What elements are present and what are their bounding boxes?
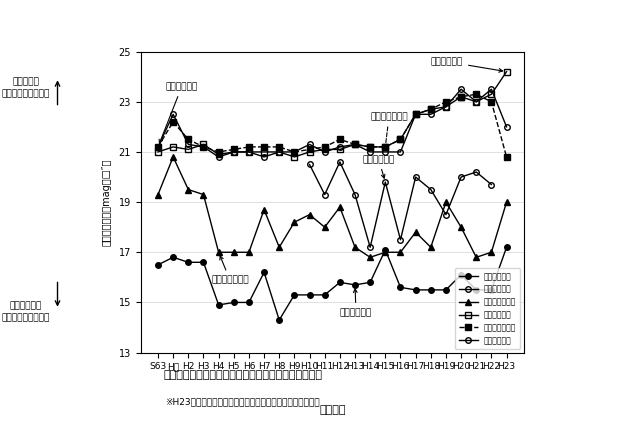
- Text: ※H23はデジタルカメラ写真の分析結果を掲載しています。: ※H23はデジタルカメラ写真の分析結果を掲載しています。: [166, 397, 320, 406]
- Legend: 東京都中野区, 静岡県浜松市, 神奈川県平塚市, 愛知県東栄町, 佐賀県伊万里市, 宮崎県都城市: 東京都中野区, 静岡県浜松市, 神奈川県平塚市, 愛知県東栄町, 佐賀県伊万里市…: [455, 268, 520, 349]
- Text: 愛知県東栄町: 愛知県東栄町: [431, 57, 503, 72]
- Text: 図４　同一観察地点での夜空の明るさの推移（夏期）: 図４ 同一観察地点での夜空の明るさの推移（夏期）: [164, 370, 322, 381]
- Text: 佐賀県伊万里市: 佐賀県伊万里市: [370, 112, 408, 144]
- Text: 実施年度: 実施年度: [319, 405, 346, 415]
- Text: 神奈川県平塚市: 神奈川県平塚市: [211, 256, 249, 284]
- Y-axis label: 夜空の明るさ（mag／□″）: 夜空の明るさ（mag／□″）: [102, 158, 111, 246]
- Text: 静岡県浜松市: 静岡県浜松市: [362, 155, 395, 178]
- Text: 夜空が暗い
（星が見えやすい）: 夜空が暗い （星が見えやすい）: [1, 77, 50, 98]
- Text: 夜空が明るい
（星が見えにくい）: 夜空が明るい （星が見えにくい）: [1, 302, 50, 322]
- Text: 東京都中野区: 東京都中野区: [340, 289, 372, 317]
- Text: 宮崎県都城市: 宮崎県都城市: [159, 82, 198, 143]
